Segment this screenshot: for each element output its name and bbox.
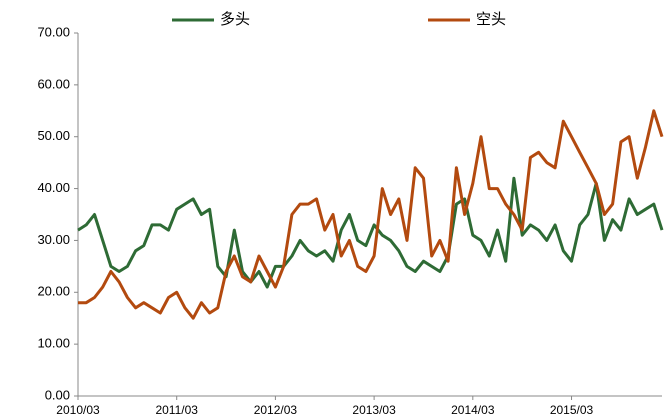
y-tick-label: 60.00	[37, 76, 70, 91]
x-tick-label: 2014/03	[451, 403, 495, 417]
y-tick-label: 40.00	[37, 180, 70, 195]
x-tick-label: 2011/03	[155, 403, 198, 417]
series-line	[77, 176, 664, 289]
y-tick-label: 70.00	[37, 24, 70, 39]
legend-label: 空头	[476, 11, 506, 28]
y-tick-label: 20.00	[37, 284, 70, 299]
x-tick-label: 2012/03	[254, 403, 298, 417]
series-line	[78, 109, 664, 320]
x-tick-label: 2015/03	[550, 403, 594, 417]
y-tick-label: 0.00	[45, 387, 70, 402]
y-tick-label: 30.00	[37, 232, 70, 247]
y-tick-label: 50.00	[37, 128, 70, 143]
legend-label: 多头	[220, 11, 250, 28]
y-tick-label: 10.00	[37, 336, 70, 351]
x-tick-label: 2013/03	[352, 403, 396, 417]
x-tick-label: 2010/03	[56, 403, 100, 417]
